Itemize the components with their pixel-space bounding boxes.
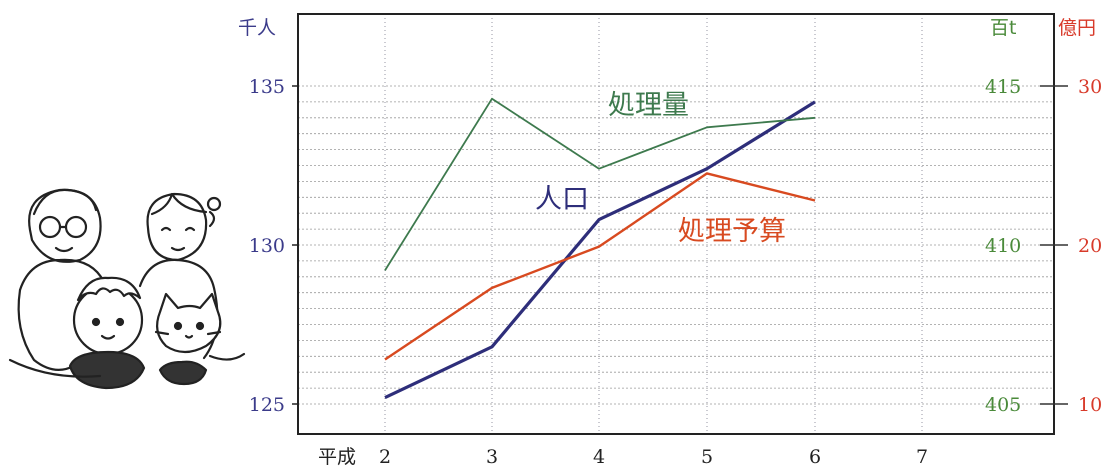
left-tick-label: 125 — [249, 394, 285, 416]
cat-figure — [154, 292, 222, 386]
x-tick-label: 7 — [916, 446, 928, 468]
plot-frame — [297, 13, 1055, 435]
outer-right-tick-label: 10 — [1078, 394, 1102, 416]
series-line-population — [384, 100, 816, 400]
outer-right-axis-unit: 億円 — [1058, 17, 1096, 39]
outer-right-tick-label: 20 — [1078, 235, 1102, 257]
inner-right-tick-label: 405 — [985, 394, 1021, 416]
chart-grid — [298, 14, 1054, 434]
x-era-label: 平成 — [318, 446, 356, 468]
inner-right-tick-label: 410 — [985, 235, 1021, 257]
series-label-volume: 処理量 — [608, 90, 689, 121]
left-axis-unit: 千人 — [238, 17, 276, 39]
series-line-budget — [384, 172, 816, 361]
father-figure — [17, 188, 106, 371]
left-tick-label: 135 — [249, 76, 285, 98]
x-tick-label: 3 — [486, 446, 498, 468]
inner-right-axis-unit: 百t — [990, 17, 1016, 39]
child-figure — [68, 276, 146, 390]
inner-right-tick-label: 415 — [985, 76, 1021, 98]
left-tick-label: 130 — [249, 235, 285, 257]
x-tick-label: 2 — [379, 446, 391, 468]
outer-right-tick-label: 30 — [1078, 76, 1102, 98]
family-illustration — [8, 188, 246, 390]
series-label-population: 人口 — [535, 184, 589, 215]
x-tick-label: 6 — [809, 446, 821, 468]
series-line-volume — [384, 97, 816, 271]
x-tick-label: 5 — [701, 446, 713, 468]
series-label-budget: 処理予算 — [678, 216, 786, 247]
x-tick-label: 4 — [593, 446, 605, 468]
axis-tick-marks — [292, 85, 1068, 405]
